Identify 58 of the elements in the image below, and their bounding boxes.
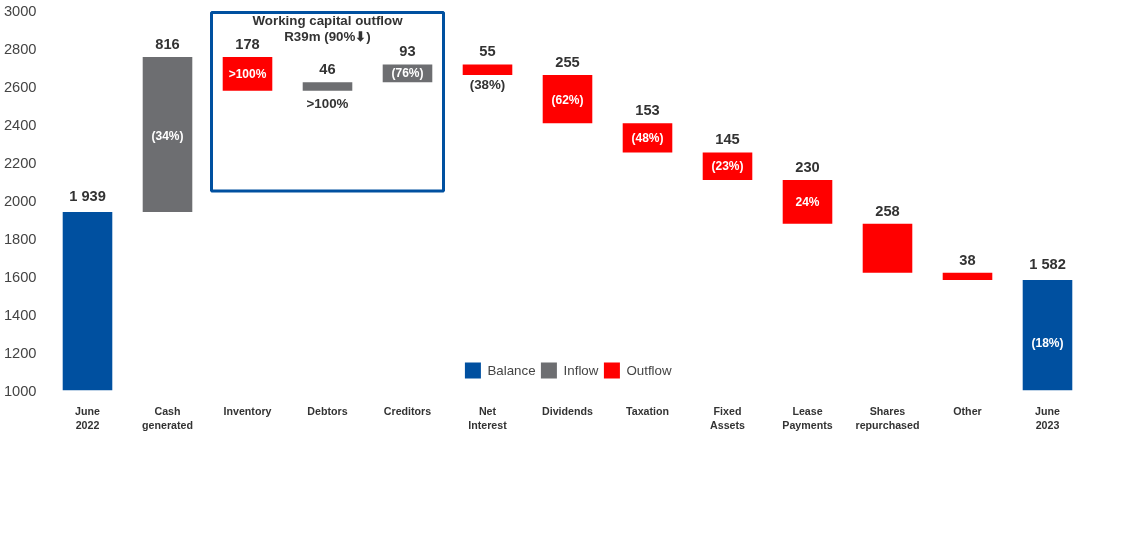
legend-label: Outflow bbox=[626, 362, 672, 378]
x-tick-label: Dividends bbox=[542, 404, 594, 417]
annotation: (76%) bbox=[391, 66, 424, 81]
y-tick-label: 2800 bbox=[3, 40, 37, 57]
annotation: >100% bbox=[228, 67, 267, 82]
legend-label: Balance bbox=[487, 362, 536, 378]
data-label: 93 bbox=[399, 43, 416, 60]
x-tick-label: Shares repurchased bbox=[855, 404, 920, 431]
y-tick-label: 1400 bbox=[3, 306, 37, 323]
bar bbox=[302, 82, 353, 91]
y-tick-label: 2000 bbox=[3, 192, 37, 209]
data-label: 153 bbox=[635, 102, 660, 119]
data-label: 145 bbox=[715, 131, 740, 148]
data-label: 1 582 bbox=[1029, 255, 1066, 272]
data-label: 55 bbox=[479, 43, 496, 60]
y-tick-label: 2600 bbox=[3, 78, 37, 95]
annotation: 24% bbox=[795, 195, 820, 210]
y-tick-label: 1200 bbox=[3, 344, 37, 361]
data-label: 46 bbox=[319, 61, 336, 78]
annotation: (38%) bbox=[469, 77, 506, 93]
x-tick-label: June 2023 bbox=[1035, 404, 1061, 431]
y-tick-label: 1000 bbox=[3, 382, 37, 399]
data-label: 230 bbox=[795, 158, 820, 175]
annotation: (48%) bbox=[631, 130, 664, 145]
x-tick-label: Net Interest bbox=[468, 404, 508, 431]
data-label: 816 bbox=[155, 36, 180, 53]
x-tick-label: Taxation bbox=[625, 404, 670, 417]
x-tick-label: June 2022 bbox=[75, 404, 101, 431]
bar bbox=[782, 179, 833, 224]
y-tick-label: 3000 bbox=[3, 2, 37, 19]
bar bbox=[462, 64, 513, 75]
x-tick-label: Cash generated bbox=[142, 404, 193, 431]
data-label: 1 939 bbox=[69, 188, 106, 205]
y-tick-label: 1600 bbox=[3, 268, 37, 285]
annotation: >100% bbox=[306, 96, 349, 112]
annotation: (23%) bbox=[711, 159, 744, 174]
annotation: (62%) bbox=[551, 92, 584, 107]
bar bbox=[142, 57, 193, 213]
y-tick-label: 2200 bbox=[3, 154, 37, 171]
y-tick-label: 2400 bbox=[3, 116, 37, 133]
annotation: R39m (90%⬇) bbox=[284, 28, 371, 44]
x-tick-label: Inventory bbox=[223, 404, 272, 417]
data-label: 178 bbox=[235, 36, 260, 53]
x-tick-label: Lease Payments bbox=[782, 404, 833, 431]
y-tick-label: 1800 bbox=[3, 230, 37, 247]
x-tick-label: Debtors bbox=[307, 404, 348, 417]
x-tick-label: Fixed Assets bbox=[710, 404, 746, 431]
data-label: 38 bbox=[959, 251, 976, 268]
annotation: Working capital outflow bbox=[252, 13, 404, 29]
annotation: (34%) bbox=[151, 128, 184, 143]
data-label: 258 bbox=[875, 202, 900, 219]
x-tick-label: Creditors bbox=[383, 404, 432, 417]
annotation: (18%) bbox=[1031, 336, 1064, 350]
bar bbox=[942, 272, 993, 280]
bar bbox=[862, 223, 913, 273]
legend-label: Inflow bbox=[563, 362, 599, 378]
x-tick-label: Other bbox=[953, 404, 982, 417]
data-label: 255 bbox=[555, 53, 580, 70]
